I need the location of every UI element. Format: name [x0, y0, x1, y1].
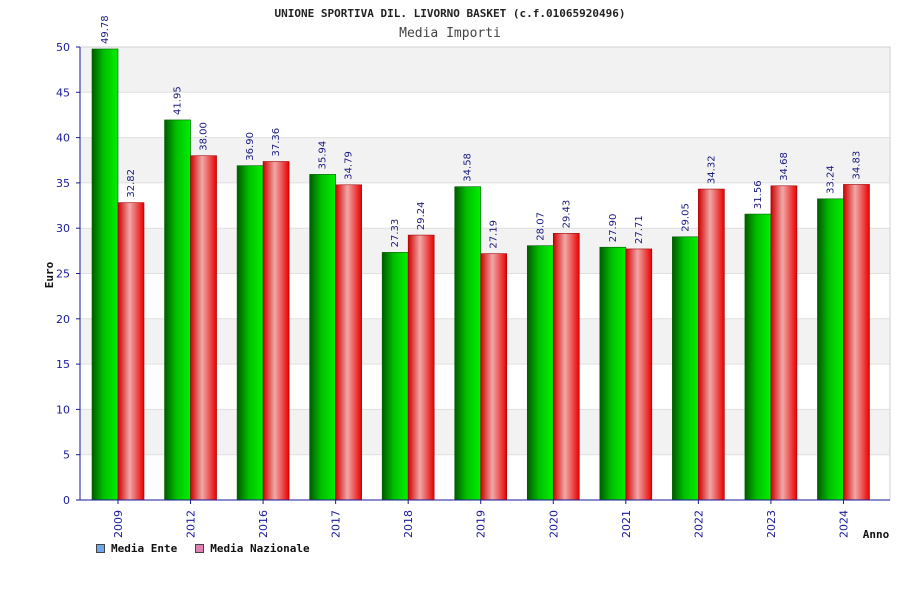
y-tick-label: 30 [56, 222, 70, 235]
bar-media-nazionale-2024 [843, 184, 870, 501]
x-tick-labels: 2009 2012 2016 2017 2018 2019 2020 2021 2022 2023… [112, 510, 850, 538]
x-tick-label: 2009 [112, 510, 125, 538]
y-tick-label: 10 [56, 403, 70, 416]
value-label: 37.36 [271, 128, 282, 157]
bar-media-nazionale-2017 [335, 184, 362, 501]
legend-swatch-media-ente [96, 544, 105, 553]
value-label: 38.00 [199, 122, 210, 151]
bar-media-nazionale-2016 [262, 161, 290, 501]
value-label: 34.68 [779, 152, 790, 181]
x-tick-label: 2020 [547, 510, 560, 538]
bar-media-nazionale-2009 [117, 202, 145, 501]
value-label: 34.83 [851, 151, 862, 180]
bar-media-ente-2019 [454, 186, 482, 501]
y-tick-label: 50 [56, 41, 70, 54]
value-label: 34.58 [463, 153, 474, 182]
value-label: 36.90 [245, 132, 256, 161]
legend-label-media-ente: Media Ente [111, 542, 178, 555]
chart-subtitle: Media Importi [399, 26, 501, 41]
y-axis-label: Euro [43, 261, 56, 288]
value-label: 29.24 [416, 201, 427, 230]
bar-media-nazionale-2021 [625, 248, 653, 501]
y-tick-label: 20 [56, 313, 70, 326]
value-label: 29.43 [561, 200, 572, 229]
bar-media-ente-2020 [526, 245, 554, 501]
value-label: 29.05 [680, 203, 691, 232]
legend-item-media-ente: Media Ente [96, 542, 177, 555]
bars [91, 48, 870, 501]
value-label: 27.33 [390, 219, 401, 248]
y-tick-label: 40 [56, 132, 70, 145]
bar-media-nazionale-2018 [407, 234, 435, 501]
value-label: 34.32 [706, 155, 717, 184]
x-tick-label: 2021 [620, 510, 633, 538]
x-tick-label: 2023 [765, 510, 778, 538]
value-label: 41.95 [173, 86, 184, 115]
value-label: 31.56 [753, 180, 764, 209]
x-tick-label: 2019 [475, 510, 488, 538]
bar-media-ente-2022 [672, 236, 699, 501]
y-tick-label: 15 [56, 358, 70, 371]
x-tick-label: 2012 [185, 510, 198, 538]
axes [76, 46, 890, 504]
bar-media-ente-2009 [91, 48, 119, 501]
y-tick-labels: 0 5 10 15 20 25 30 35 40 45 50 [56, 41, 70, 507]
bar-media-ente-2016 [236, 165, 264, 501]
grid-band [80, 92, 890, 138]
x-axis-label: Anno [863, 528, 890, 541]
legend-item-media-nazionale: Media Nazionale [195, 542, 310, 555]
y-tick-label: 45 [56, 86, 70, 99]
bar-media-ente-2017 [309, 174, 336, 501]
value-label: 49.78 [100, 15, 111, 44]
legend-label-media-nazionale: Media Nazionale [210, 542, 310, 555]
chart-title: UNIONE SPORTIVA DIL. LIVORNO BASKET (c.f… [275, 7, 626, 20]
y-tick-label: 25 [56, 268, 70, 281]
value-label: 27.19 [489, 220, 500, 249]
value-labels: 49.78 32.82 41.95 38.00 36.90 37.36 35.94 34.79… [100, 15, 862, 248]
x-tick-label: 2022 [692, 510, 705, 538]
value-label: 27.90 [608, 214, 619, 243]
bar-media-ente-2024 [817, 198, 844, 501]
legend-swatch-media-nazionale [195, 544, 205, 553]
bar-media-nazionale-2012 [190, 155, 217, 501]
value-label: 28.07 [535, 212, 546, 241]
bar-media-ente-2012 [164, 119, 191, 501]
value-label: 27.71 [634, 215, 645, 244]
bar-media-nazionale-2020 [552, 233, 580, 501]
y-tick-label: 0 [63, 494, 70, 507]
bar-media-nazionale-2022 [698, 188, 725, 501]
bar-media-nazionale-2023 [770, 185, 798, 501]
bar-media-ente-2018 [381, 252, 409, 501]
y-tick-label: 5 [63, 449, 70, 462]
x-tick-label: 2018 [402, 510, 415, 538]
grid-band [80, 47, 890, 93]
legend: Media Ente Media Nazionale [96, 542, 310, 555]
x-tick-label: 2017 [330, 510, 343, 538]
x-tick-label: 2024 [837, 510, 850, 538]
bar-media-nazionale-2019 [480, 253, 508, 501]
y-tick-label: 35 [56, 177, 70, 190]
value-label: 32.82 [126, 169, 137, 198]
value-label: 34.79 [344, 151, 355, 180]
bar-media-ente-2023 [744, 213, 772, 501]
x-tick-label: 2016 [257, 510, 270, 538]
value-label: 35.94 [318, 141, 329, 170]
bar-media-ente-2021 [599, 246, 627, 501]
value-label: 33.24 [825, 165, 836, 194]
